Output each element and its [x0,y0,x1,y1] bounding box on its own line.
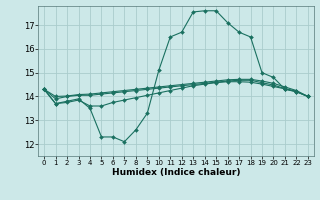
X-axis label: Humidex (Indice chaleur): Humidex (Indice chaleur) [112,168,240,177]
